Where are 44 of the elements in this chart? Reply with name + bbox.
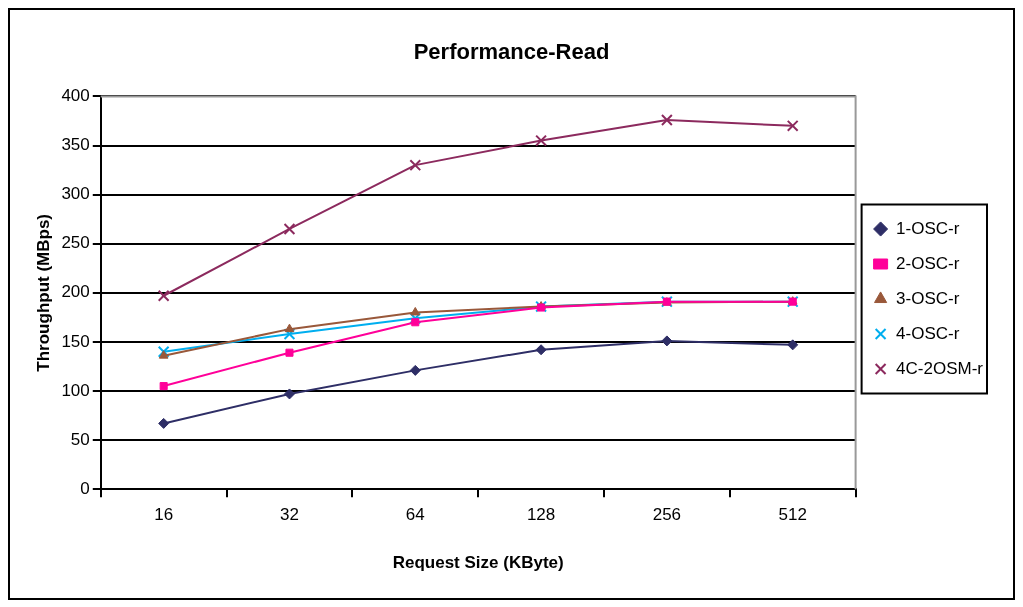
- point: [661, 335, 673, 347]
- y-tick-label: 350: [61, 135, 90, 155]
- legend-label: 2-OSC-r: [896, 253, 960, 273]
- legend-label: 4C-2OSM-r: [896, 358, 984, 378]
- x-axis-title: Request Size (KByte): [392, 553, 564, 573]
- x-tick-label: 512: [778, 505, 807, 525]
- y-tick-label: 150: [61, 331, 90, 351]
- legend-label: 4-OSC-r: [896, 323, 960, 343]
- y-tick-label: 0: [80, 478, 90, 498]
- chart-title: Performance-Read: [413, 39, 610, 65]
- point: [409, 312, 422, 325]
- point: [535, 344, 547, 356]
- point: [285, 348, 294, 357]
- y-tick-label: 100: [61, 380, 90, 400]
- point: [411, 318, 420, 327]
- y-tick-label: 300: [61, 184, 90, 204]
- point: [159, 382, 168, 391]
- y-axis-title: Throughput (MBps): [33, 213, 53, 372]
- legend-label: 3-OSC-r: [896, 288, 960, 308]
- y-tick-label: 50: [70, 429, 90, 449]
- x-tick-label: 64: [405, 505, 425, 525]
- point: [787, 339, 799, 351]
- point: [660, 114, 673, 126]
- point: [283, 223, 296, 235]
- point: [158, 350, 169, 359]
- point: [283, 388, 295, 400]
- y-tick-label: 400: [61, 86, 90, 106]
- point: [157, 345, 170, 358]
- y-tick-label: 200: [61, 282, 90, 302]
- x-tick-label: 32: [280, 505, 299, 525]
- point: [410, 306, 421, 316]
- point: [284, 323, 295, 333]
- point: [409, 364, 421, 376]
- legend-label: 1-OSC-r: [896, 218, 960, 238]
- point: [157, 289, 170, 302]
- point: [535, 134, 548, 147]
- point: [786, 119, 799, 132]
- point: [283, 328, 296, 340]
- x-tick-label: 16: [154, 505, 174, 525]
- point: [158, 417, 170, 429]
- point: [409, 159, 422, 172]
- y-tick-label: 250: [61, 233, 90, 253]
- x-tick-label: 256: [652, 505, 682, 525]
- x-tick-label: 128: [526, 505, 556, 525]
